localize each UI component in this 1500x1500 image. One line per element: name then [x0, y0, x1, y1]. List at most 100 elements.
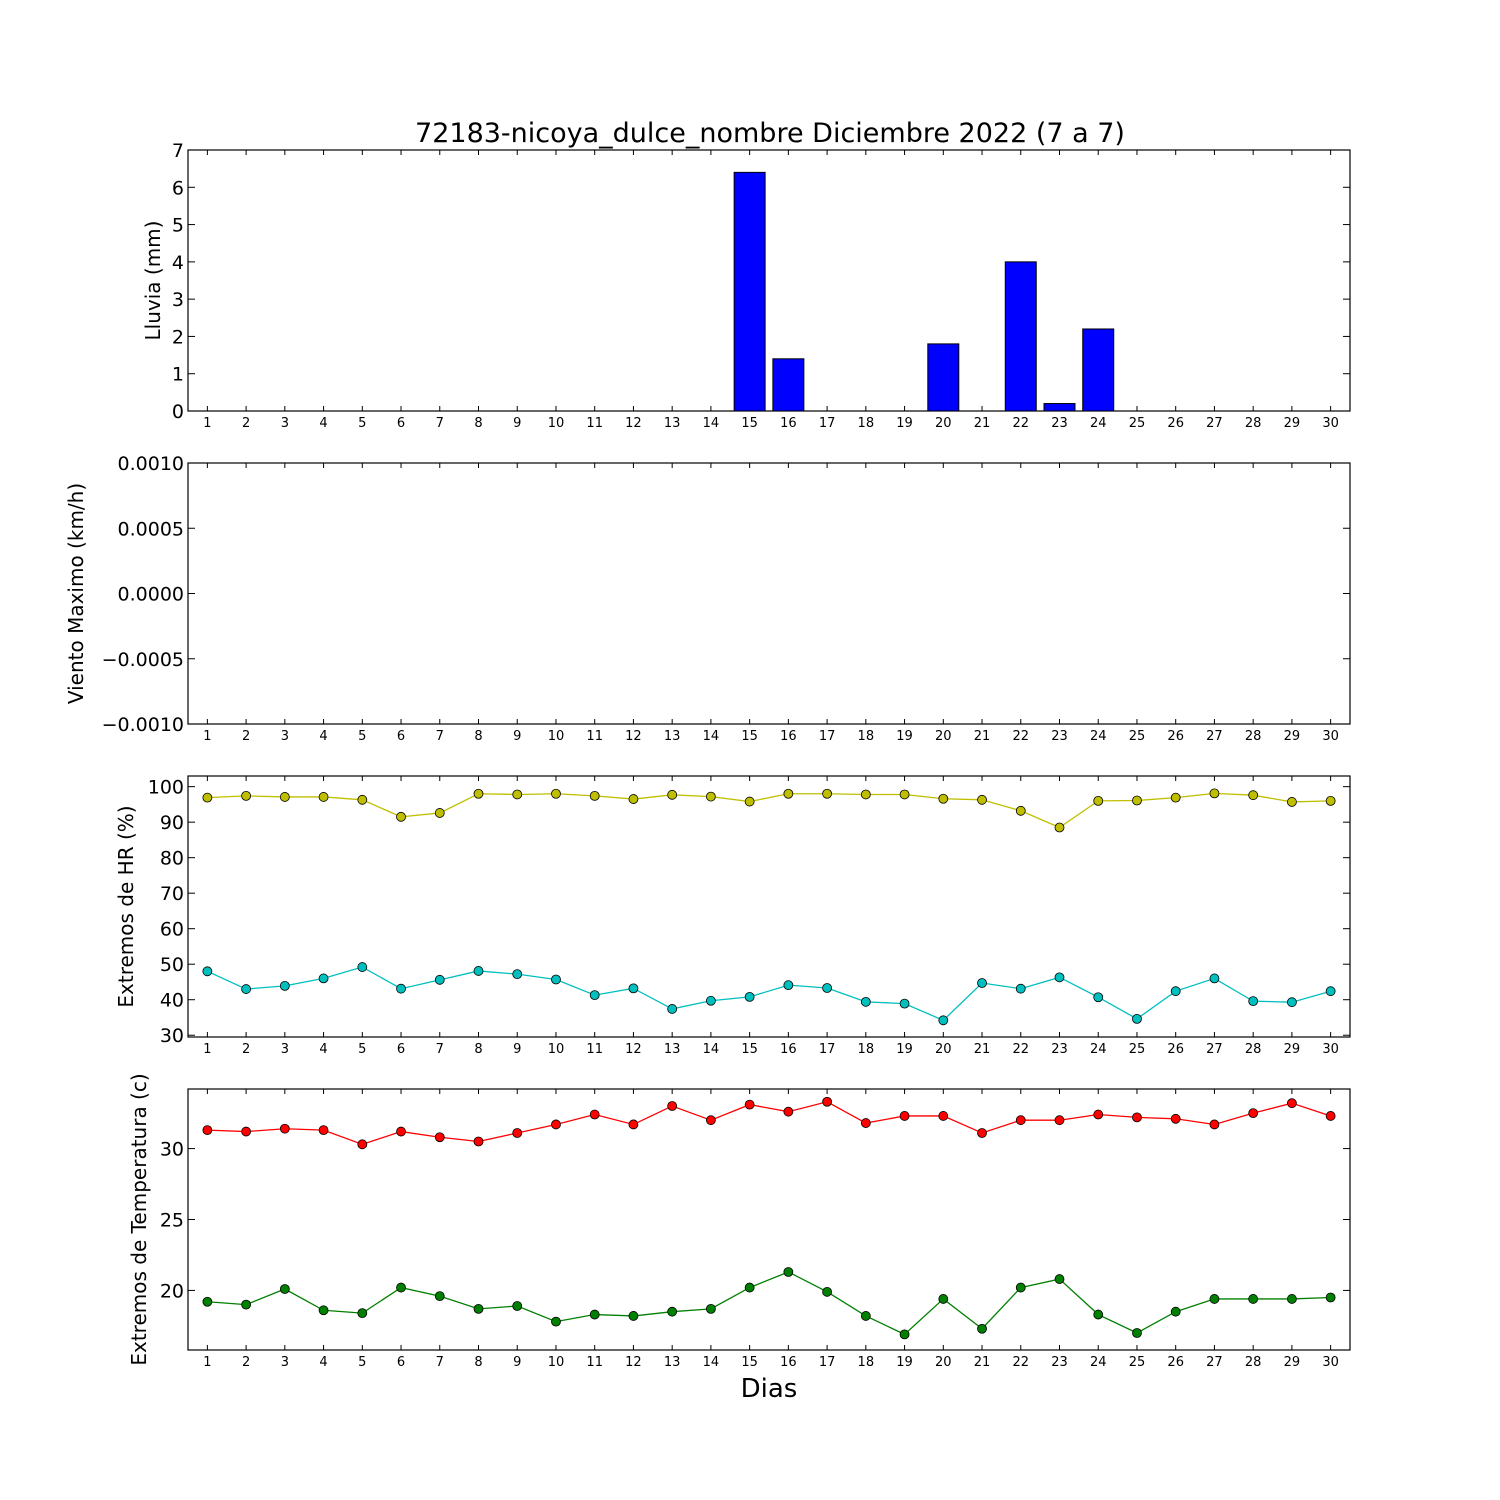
x-tick-label: 7	[436, 1355, 444, 1370]
series-1-point-9	[512, 1128, 523, 1138]
series-2-point-17	[822, 983, 832, 993]
x-tick-label: 4	[319, 729, 327, 744]
y-tick-label: 40	[160, 990, 184, 1012]
x-tick-label: 1	[203, 416, 211, 431]
x-tick-label: 25	[1129, 729, 1146, 744]
series-2-point-8	[473, 1303, 484, 1314]
y-tick-label: 50	[160, 954, 184, 976]
x-tick-label: 15	[741, 729, 758, 744]
y-tick-label: 7	[172, 140, 184, 162]
x-tick-label: 13	[664, 416, 681, 431]
series-1-point-29	[1287, 797, 1297, 807]
series-2-point-6	[396, 983, 406, 994]
series-2-point-24	[1093, 992, 1104, 1003]
x-tick-label: 14	[703, 729, 720, 744]
x-tick-label: 27	[1206, 1355, 1223, 1370]
y-tick-label: 80	[160, 848, 184, 870]
x-tick-label: 8	[474, 416, 482, 431]
y-tick-label: 100	[148, 777, 184, 799]
series-line-1	[207, 1101, 1331, 1146]
series-2-point-12	[628, 983, 639, 994]
series-2-point-3	[279, 1284, 290, 1294]
chart-title: 72183-nicoya_dulce_nombre Diciembre 2022…	[415, 118, 1125, 149]
bar-day-20	[927, 343, 960, 412]
series-1-point-15	[744, 1099, 755, 1110]
y-tick-label: 70	[160, 883, 184, 905]
x-tick-label: 18	[858, 1355, 875, 1370]
x-tick-label: 25	[1129, 416, 1146, 431]
x-tick-label: 16	[780, 729, 797, 744]
series-2-point-28	[1248, 1294, 1259, 1304]
series-1-point-5	[357, 1139, 368, 1150]
x-tick-label: 3	[281, 416, 289, 431]
x-tick-label: 30	[1322, 1042, 1339, 1057]
panel-3: 1 2 3 4 5 6 7 8 9 10 11 12 13 14 15 16 17 18 19 20 21 22 23 24 2…	[114, 775, 1351, 1057]
x-tick-label: 29	[1284, 729, 1301, 744]
x-tick-label: 28	[1245, 416, 1262, 431]
series-2-point-6	[396, 1282, 406, 1293]
series-1-point-13	[667, 1101, 678, 1111]
x-tick-label: 7	[436, 416, 444, 431]
series-1-point-17	[822, 1096, 832, 1107]
series-2-point-28	[1248, 996, 1259, 1007]
x-tick-label: 29	[1284, 416, 1301, 431]
series-1-point-22	[1015, 1115, 1026, 1126]
series-1-point-28	[1248, 790, 1259, 801]
x-tick-label: 6	[397, 416, 405, 431]
bar-day-24	[1082, 328, 1115, 412]
series-2-point-24	[1093, 1309, 1104, 1320]
y-tick-label: −0.0010	[102, 714, 184, 736]
x-tick-label: 28	[1245, 1042, 1262, 1057]
y-tick-label: 1	[172, 364, 184, 386]
y-tick-label: 6	[172, 177, 184, 199]
x-tick-label: 7	[436, 1042, 444, 1057]
series-2-point-23	[1054, 972, 1065, 983]
x-tick-label: 22	[1012, 1355, 1029, 1370]
series-1-point-10	[551, 1119, 561, 1130]
bar-day-15	[733, 171, 766, 412]
series-2-point-9	[512, 969, 523, 980]
series-2-point-10	[551, 974, 561, 985]
series-2-point-10	[551, 1316, 561, 1327]
x-tick-label: 21	[974, 1355, 991, 1370]
series-1-point-9	[512, 789, 523, 800]
y-axis-label: Extremos de Temperatura (c)	[127, 1073, 151, 1365]
series-2-point-7	[434, 1291, 445, 1301]
series-1-point-24	[1093, 795, 1104, 806]
x-tick-label: 15	[741, 1042, 758, 1057]
series-1-point-16	[783, 1106, 794, 1117]
x-tick-label: 22	[1012, 729, 1029, 744]
x-tick-label: 5	[358, 1042, 366, 1057]
series-1-point-14	[706, 791, 716, 802]
x-tick-label: 10	[548, 1355, 565, 1370]
x-tick-label: 15	[741, 416, 758, 431]
series-1-point-23	[1054, 822, 1065, 833]
series-1-point-25	[1132, 1112, 1142, 1123]
x-tick-label: 9	[513, 416, 521, 431]
series-1-point-27	[1209, 1119, 1220, 1130]
x-tick-label: 10	[548, 416, 565, 431]
x-tick-label: 27	[1206, 729, 1223, 744]
x-tick-label: 13	[664, 729, 681, 744]
series-1-point-7	[434, 1132, 445, 1143]
x-tick-label: 11	[586, 1355, 603, 1370]
x-tick-label: 5	[358, 416, 366, 431]
series-2-point-9	[512, 1301, 523, 1311]
series-2-point-13	[667, 1306, 678, 1317]
series-1-point-25	[1132, 795, 1142, 806]
series-1-point-22	[1015, 805, 1026, 816]
x-tick-label: 4	[319, 1042, 327, 1057]
series-1-point-30	[1325, 1111, 1336, 1121]
bar-day-23	[1043, 403, 1076, 412]
series-1-point-19	[899, 1111, 910, 1121]
series-1-point-28	[1248, 1108, 1259, 1119]
x-tick-label: 2	[242, 416, 250, 431]
series-1-point-5	[357, 794, 368, 805]
x-tick-label: 3	[281, 729, 289, 744]
y-tick-label: 20	[160, 1280, 184, 1302]
series-1-point-6	[396, 811, 406, 822]
series-2-point-15	[744, 991, 755, 1002]
series-2-point-19	[899, 998, 910, 1009]
x-tick-label: 23	[1051, 416, 1068, 431]
series-2-point-11	[589, 1309, 600, 1320]
